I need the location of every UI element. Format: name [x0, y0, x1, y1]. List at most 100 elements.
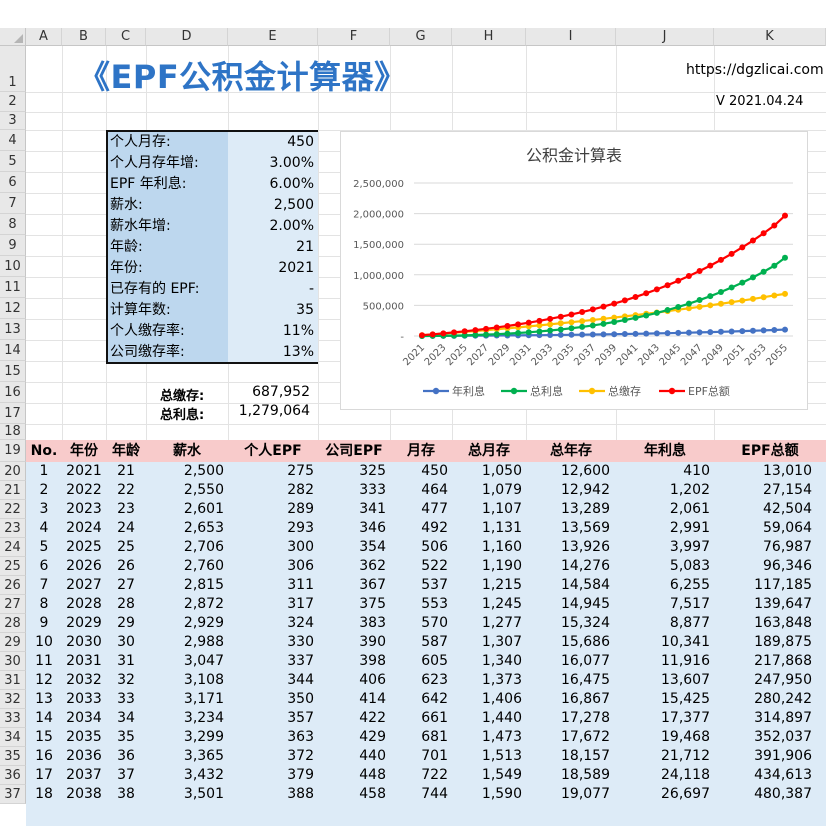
table-cell[interactable]: 76,987	[763, 539, 812, 555]
table-cell[interactable]: 117,185	[754, 577, 812, 593]
table-cell[interactable]: 537	[421, 577, 448, 593]
table-cell[interactable]: 1	[39, 463, 49, 479]
input-value[interactable]: 21	[296, 239, 314, 255]
table-cell[interactable]: 492	[421, 520, 448, 536]
table-cell[interactable]: 31	[117, 653, 135, 669]
table-cell[interactable]: 2,872	[183, 596, 224, 612]
table-cell[interactable]: 605	[421, 653, 448, 669]
table-cell[interactable]: 16,077	[561, 653, 610, 669]
table-cell[interactable]: 357	[287, 710, 314, 726]
table-cell[interactable]: 352,037	[754, 729, 812, 745]
table-cell[interactable]: 15	[35, 729, 53, 745]
table-cell[interactable]: 16,867	[561, 691, 610, 707]
row-header-19[interactable]: 19	[0, 440, 26, 462]
table-header-cell[interactable]: 年龄	[112, 443, 140, 459]
table-cell[interactable]: 4	[39, 520, 49, 536]
table-header-cell[interactable]: 总年存	[550, 443, 592, 459]
table-cell[interactable]: 12	[35, 672, 53, 688]
input-value[interactable]: 2,500	[273, 197, 314, 213]
table-cell[interactable]: 2,815	[183, 577, 224, 593]
table-cell[interactable]: 1,079	[481, 482, 522, 498]
table-cell[interactable]: 391,906	[754, 748, 812, 764]
column-header-f[interactable]: F	[318, 28, 390, 46]
input-value[interactable]: 450	[287, 134, 314, 150]
table-cell[interactable]: 2034	[66, 710, 102, 726]
table-cell[interactable]: 10	[35, 634, 53, 650]
table-cell[interactable]: 3,432	[183, 767, 224, 783]
input-value[interactable]: 11%	[282, 323, 314, 339]
table-cell[interactable]: 3,299	[183, 729, 224, 745]
table-cell[interactable]: 24,118	[661, 767, 710, 783]
table-cell[interactable]: 14,276	[561, 558, 610, 574]
row-header-10[interactable]: 10	[0, 256, 26, 277]
table-cell[interactable]: 24	[117, 520, 135, 536]
table-cell[interactable]: 14	[35, 710, 53, 726]
table-cell[interactable]: 1,307	[481, 634, 522, 650]
table-cell[interactable]: 2,929	[183, 615, 224, 631]
table-cell[interactable]: 2027	[66, 577, 102, 593]
table-cell[interactable]: 25	[117, 539, 135, 555]
table-cell[interactable]: 506	[421, 539, 448, 555]
table-cell[interactable]: 379	[287, 767, 314, 783]
column-header-h[interactable]: H	[452, 28, 526, 46]
table-header-cell[interactable]: 总月存	[468, 443, 510, 459]
table-cell[interactable]: 59,064	[763, 520, 812, 536]
table-cell[interactable]: 10,341	[661, 634, 710, 650]
table-cell[interactable]: 300	[287, 539, 314, 555]
table-cell[interactable]: 2,991	[669, 520, 710, 536]
table-cell[interactable]: 3,171	[183, 691, 224, 707]
input-value[interactable]: 2.00%	[269, 218, 314, 234]
column-header-e[interactable]: E	[228, 28, 318, 46]
row-header-34[interactable]: 34	[0, 728, 26, 747]
table-cell[interactable]: 293	[287, 520, 314, 536]
table-cell[interactable]: 18	[35, 786, 53, 802]
table-cell[interactable]: 289	[287, 501, 314, 517]
table-cell[interactable]: 570	[421, 615, 448, 631]
column-header-d[interactable]: D	[146, 28, 228, 46]
row-header-36[interactable]: 36	[0, 766, 26, 785]
table-cell[interactable]: 2022	[66, 482, 102, 498]
table-cell[interactable]: 1,190	[481, 558, 522, 574]
table-cell[interactable]: 11,916	[661, 653, 710, 669]
table-cell[interactable]: 13,010	[763, 463, 812, 479]
table-cell[interactable]: 18,589	[561, 767, 610, 783]
column-header-c[interactable]: C	[106, 28, 146, 46]
table-cell[interactable]: 22	[117, 482, 135, 498]
table-cell[interactable]: 12,600	[561, 463, 610, 479]
table-cell[interactable]: 14,945	[561, 596, 610, 612]
table-cell[interactable]: 217,868	[754, 653, 812, 669]
table-cell[interactable]: 450	[421, 463, 448, 479]
row-header-28[interactable]: 28	[0, 614, 26, 633]
table-cell[interactable]: 1,373	[481, 672, 522, 688]
table-cell[interactable]: 448	[359, 767, 386, 783]
table-cell[interactable]: 16,475	[561, 672, 610, 688]
table-cell[interactable]: 7	[39, 577, 49, 593]
table-cell[interactable]: 280,242	[754, 691, 812, 707]
table-cell[interactable]: 2,653	[183, 520, 224, 536]
table-cell[interactable]: 354	[359, 539, 386, 555]
table-cell[interactable]: 434,613	[754, 767, 812, 783]
table-cell[interactable]: 1,473	[481, 729, 522, 745]
table-cell[interactable]: 3,365	[183, 748, 224, 764]
table-cell[interactable]: 15,425	[661, 691, 710, 707]
input-value[interactable]: -	[308, 281, 314, 297]
table-cell[interactable]: 28	[117, 596, 135, 612]
table-cell[interactable]: 17	[35, 767, 53, 783]
table-cell[interactable]: 522	[421, 558, 448, 574]
table-cell[interactable]: 642	[421, 691, 448, 707]
table-cell[interactable]: 32	[117, 672, 135, 688]
column-header-i[interactable]: I	[526, 28, 616, 46]
table-cell[interactable]: 3,234	[183, 710, 224, 726]
table-cell[interactable]: 480,387	[754, 786, 812, 802]
table-cell[interactable]: 8,877	[669, 615, 710, 631]
table-header-cell[interactable]: 个人EPF	[244, 443, 302, 459]
table-cell[interactable]: 26,697	[661, 786, 710, 802]
table-cell[interactable]: 23	[117, 501, 135, 517]
table-cell[interactable]: 398	[359, 653, 386, 669]
table-cell[interactable]: 661	[421, 710, 448, 726]
column-header-j[interactable]: J	[616, 28, 714, 46]
row-header-13[interactable]: 13	[0, 319, 26, 340]
table-cell[interactable]: 5	[39, 539, 49, 555]
row-header-7[interactable]: 7	[0, 193, 26, 214]
row-header-6[interactable]: 6	[0, 172, 26, 193]
